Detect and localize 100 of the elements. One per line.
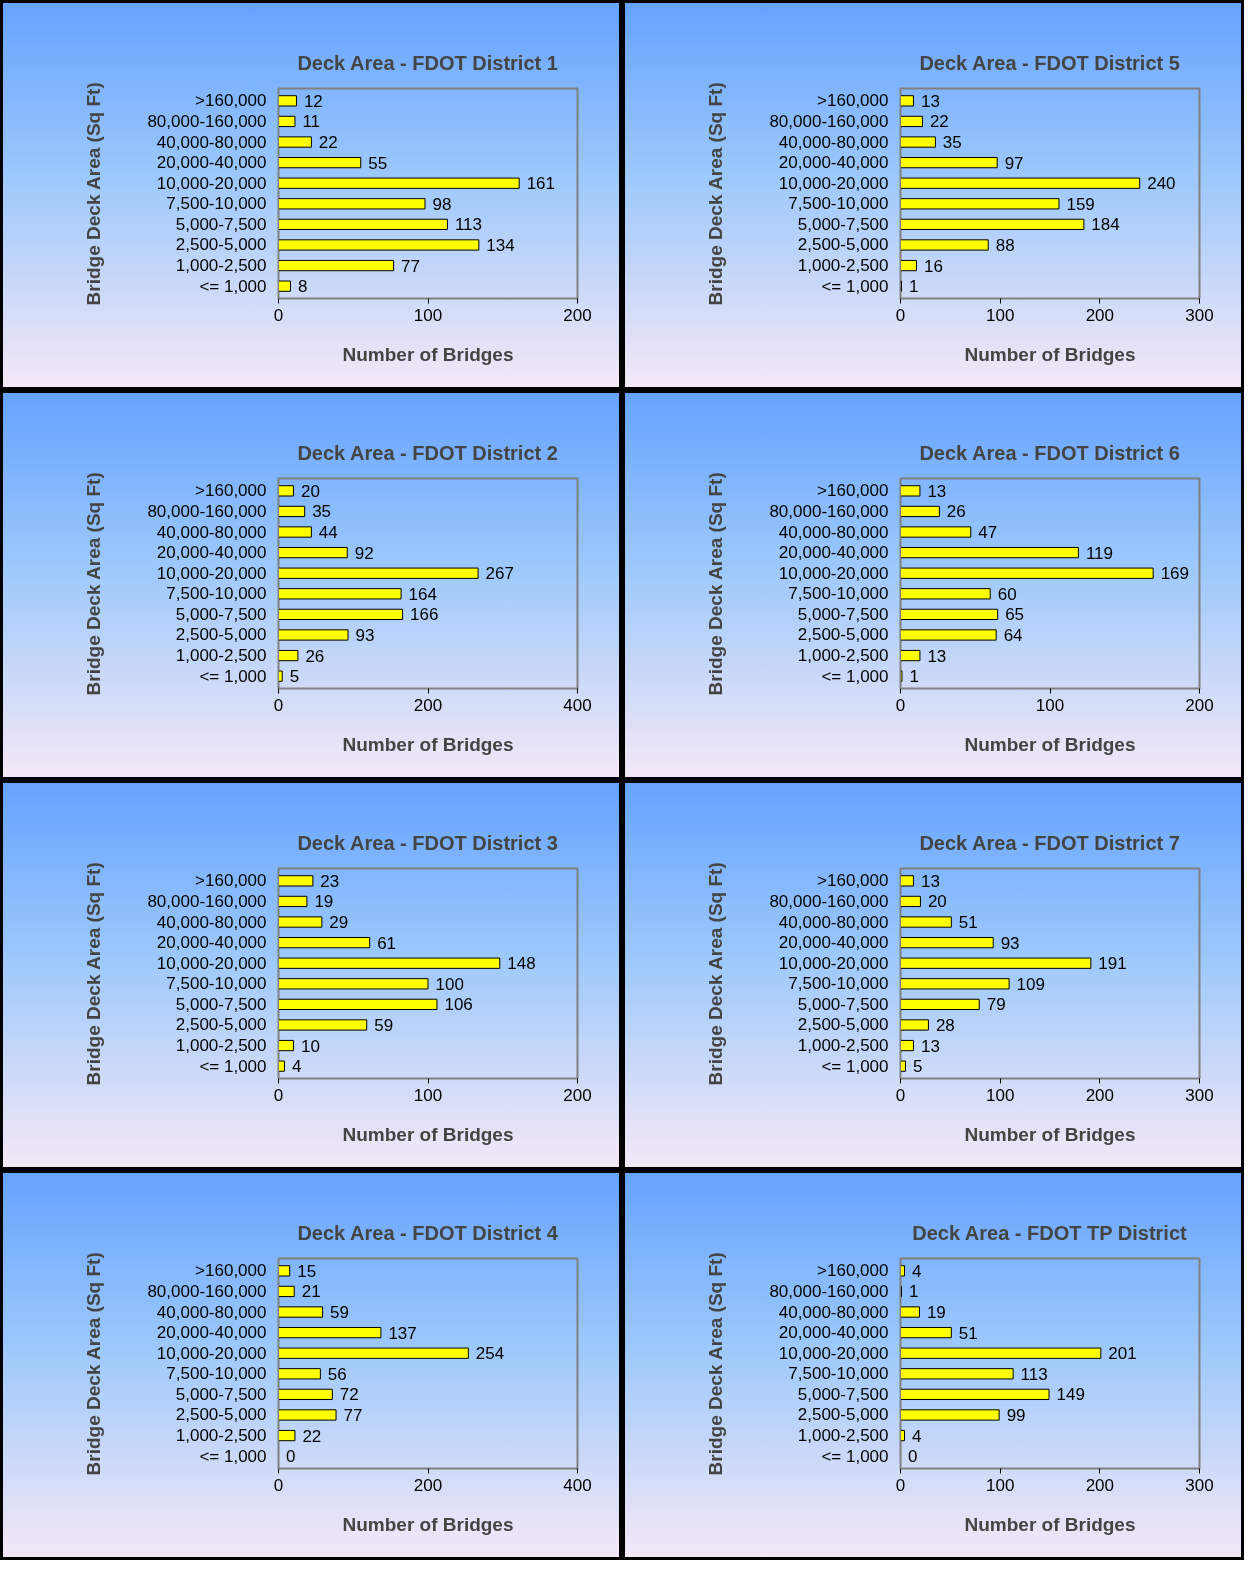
chart-title: Deck Area - FDOT District 4	[297, 1221, 559, 1244]
chart-title: Deck Area - FDOT District 2	[297, 441, 558, 464]
data-label: 148	[507, 954, 536, 974]
data-label: 47	[978, 523, 998, 543]
x-tick-label: 0	[273, 695, 284, 715]
y-tick-label: <= 1,000	[199, 666, 267, 686]
y-tick-label: 5,000-7,500	[175, 1384, 267, 1404]
y-tick-label: 20,000-40,000	[156, 153, 267, 173]
y-tick-label: 40,000-80,000	[156, 522, 267, 542]
x-axis-title: Number of Bridges	[342, 343, 514, 365]
x-tick-label: 100	[985, 1475, 1015, 1495]
data-label: 119	[1085, 543, 1113, 563]
x-axis-title: Number of Bridges	[342, 1123, 514, 1145]
y-tick-label: 1,000-2,500	[797, 1036, 889, 1056]
y-tick-label: 40,000-80,000	[778, 132, 889, 152]
y-tick-label: 2,500-5,000	[797, 1015, 889, 1035]
data-label: 12	[303, 91, 323, 111]
x-tick-label: 0	[273, 1475, 284, 1495]
x-tick-label: 200	[1085, 305, 1115, 325]
data-label: 10	[300, 1036, 320, 1056]
y-tick-label: 10,000-20,000	[778, 563, 889, 583]
data-label: 4	[911, 1426, 922, 1446]
y-tick-label: >160,000	[195, 481, 267, 501]
data-label: 21	[301, 1282, 321, 1302]
data-label: 77	[401, 256, 421, 276]
y-tick-label: 40,000-80,000	[778, 912, 889, 932]
y-tick-label: 1,000-2,500	[797, 1426, 889, 1446]
y-tick-label: 7,500-10,000	[166, 584, 267, 604]
y-tick-label: 5,000-7,500	[175, 214, 267, 234]
y-tick-label: 1,000-2,500	[175, 646, 267, 666]
y-tick-label: 10,000-20,000	[156, 563, 267, 583]
data-label: 97	[1004, 153, 1024, 173]
y-tick-label: 40,000-80,000	[156, 1302, 267, 1322]
chart-title: Deck Area - FDOT District 1	[297, 51, 558, 74]
x-tick-label: 100	[413, 1085, 443, 1105]
y-tick-label: 2,500-5,000	[175, 235, 267, 255]
data-label: 254	[475, 1344, 505, 1364]
data-label: 161	[526, 174, 556, 194]
y-axis-title: Bridge Deck Area (Sq Ft)	[705, 82, 727, 306]
y-tick-label: <= 1,000	[821, 1446, 889, 1466]
y-tick-label: 80,000-160,000	[147, 891, 267, 911]
y-tick-label: 1,000-2,500	[175, 1036, 267, 1056]
x-tick-label: 100	[413, 305, 443, 325]
data-label: 35	[312, 502, 332, 522]
data-label: 60	[997, 584, 1017, 604]
y-tick-label: 10,000-20,000	[156, 173, 267, 193]
x-axis-title: Number of Bridges	[964, 1123, 1136, 1145]
data-label: 4	[291, 1057, 302, 1077]
x-axis-title: Number of Bridges	[964, 343, 1136, 365]
data-label: 22	[302, 1426, 322, 1446]
y-tick-label: 10,000-20,000	[778, 173, 889, 193]
y-tick-label: <= 1,000	[821, 1056, 889, 1076]
x-tick-label: 400	[563, 1475, 592, 1495]
data-label: 72	[339, 1385, 359, 1405]
data-label: 164	[408, 584, 437, 604]
x-tick-label: 200	[1185, 695, 1214, 715]
data-label: 240	[1147, 174, 1176, 194]
data-label: 137	[388, 1323, 417, 1343]
y-tick-label: 80,000-160,000	[147, 111, 267, 131]
x-tick-label: 0	[895, 305, 906, 325]
data-label: 149	[1056, 1385, 1085, 1405]
x-tick-label: 100	[1035, 695, 1065, 715]
data-label: 16	[923, 256, 943, 276]
x-tick-label: 200	[1085, 1475, 1115, 1495]
x-tick-label: 300	[1185, 305, 1214, 325]
y-tick-label: 1,000-2,500	[797, 646, 889, 666]
y-tick-label: 40,000-80,000	[156, 132, 267, 152]
data-label: 169	[1160, 564, 1190, 584]
data-label: 13	[927, 481, 947, 501]
y-tick-label: 40,000-80,000	[778, 1302, 889, 1322]
data-label: 22	[929, 112, 949, 132]
data-label: 166	[410, 605, 439, 625]
y-axis-title: Bridge Deck Area (Sq Ft)	[83, 472, 105, 696]
x-tick-label: 400	[563, 695, 592, 715]
x-tick-label: 200	[413, 1475, 443, 1495]
data-label: 93	[355, 625, 375, 645]
y-tick-label: 7,500-10,000	[788, 584, 889, 604]
data-label: 113	[454, 215, 483, 235]
data-label: 61	[377, 933, 397, 953]
data-label: 64	[1003, 625, 1023, 645]
y-tick-label: 20,000-40,000	[156, 1323, 267, 1343]
data-label: 99	[1006, 1405, 1026, 1425]
y-tick-label: <= 1,000	[199, 1056, 267, 1076]
y-tick-label: 1,000-2,500	[175, 256, 267, 276]
data-label: 44	[318, 523, 338, 543]
data-label: 4	[911, 1261, 922, 1281]
y-tick-label: 5,000-7,500	[797, 1384, 889, 1404]
chart-title: Deck Area - FDOT TP District	[912, 1221, 1188, 1244]
chart-title: Deck Area - FDOT District 6	[919, 441, 1180, 464]
data-label: 59	[374, 1015, 394, 1035]
y-tick-label: 80,000-160,000	[147, 501, 267, 521]
data-label: 109	[1016, 974, 1045, 994]
data-label: 267	[485, 564, 514, 584]
y-tick-label: <= 1,000	[199, 1446, 267, 1466]
y-tick-label: 5,000-7,500	[797, 604, 889, 624]
data-label: 159	[1066, 194, 1095, 214]
data-label: 0	[907, 1447, 918, 1467]
data-label: 13	[920, 1036, 940, 1056]
y-axis-title: Bridge Deck Area (Sq Ft)	[705, 862, 727, 1086]
x-tick-label: 0	[895, 1475, 906, 1495]
